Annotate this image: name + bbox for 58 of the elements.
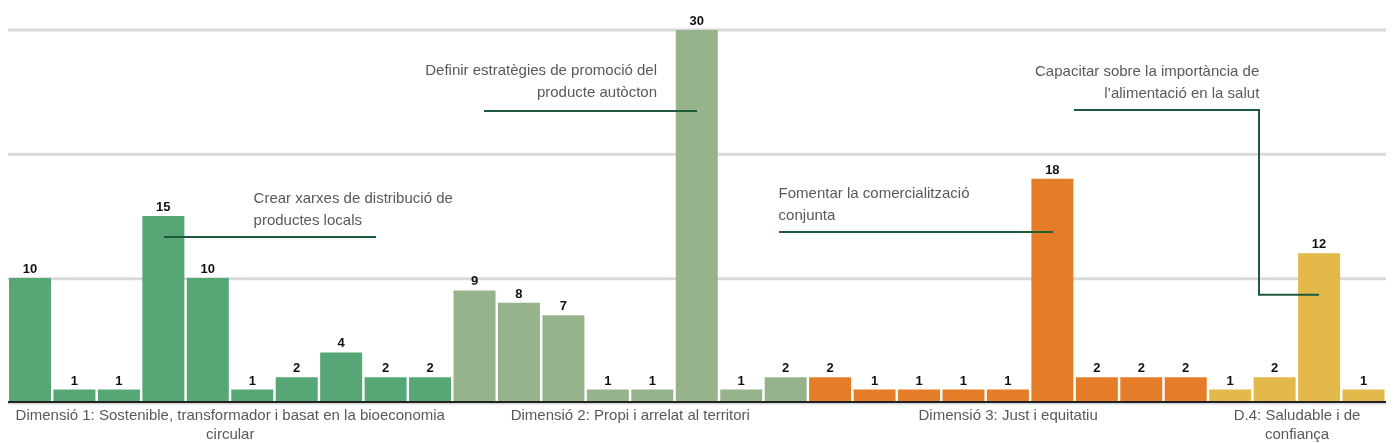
bar	[497, 302, 540, 402]
data-label: 2	[382, 360, 390, 376]
data-label: 1	[70, 372, 79, 388]
text: Dimensió 3: Just i equitatiu	[917, 405, 1099, 424]
data-label: 2	[826, 360, 834, 376]
bar	[809, 377, 852, 402]
data-label: 1	[115, 372, 123, 388]
data-label: 1	[604, 372, 612, 388]
data-label: 1	[1359, 372, 1368, 388]
text: Dimensió 1: Sostenible, transformador i basat en la bioeconomia circular	[14, 405, 446, 443]
bar	[764, 377, 807, 402]
data-label: 15	[156, 199, 171, 214]
data-label: 2	[782, 360, 790, 376]
bar	[1253, 377, 1296, 402]
data-label: 1	[959, 372, 968, 388]
data-label: 10	[200, 261, 216, 276]
data-label: 2	[1093, 360, 1101, 376]
text: Dimensió 2: Propi i arrelat al territori	[509, 405, 751, 424]
bar	[186, 278, 229, 402]
data-label: 1	[648, 372, 656, 388]
text: D.4: Saludable i de confiança	[1232, 405, 1362, 443]
data-label: 2	[1182, 360, 1190, 376]
annotation: Capacitar sobre la importància de l’alimentació en la salut	[1034, 61, 1260, 103]
data-label: 1	[870, 372, 879, 388]
data-label: 2	[1137, 360, 1145, 376]
bar	[9, 278, 51, 402]
annotation: Crear xarxes de distribució de productes locals	[253, 187, 454, 230]
bar	[1298, 253, 1341, 402]
data-label: 10	[22, 261, 38, 276]
data-label: 1	[737, 372, 745, 388]
data-label: 8	[515, 285, 523, 301]
data-label: 2	[426, 360, 434, 376]
bar	[275, 377, 318, 402]
annotation: Fomentar la comercialització conjunta	[778, 183, 971, 226]
data-label: 1	[1226, 372, 1234, 388]
data-label: 4	[337, 335, 346, 351]
bar	[409, 377, 452, 402]
bar	[320, 352, 363, 402]
data-label: 12	[1311, 236, 1327, 252]
bar	[364, 377, 407, 402]
data-label: 2	[1271, 360, 1279, 376]
bar	[1120, 377, 1163, 402]
bar	[675, 30, 718, 402]
bar	[1164, 377, 1207, 402]
data-label: 9	[470, 273, 479, 289]
bar	[1031, 178, 1074, 402]
bar	[542, 315, 585, 402]
data-label: 2	[293, 360, 301, 376]
data-label: 7	[559, 298, 568, 314]
bar	[453, 290, 496, 402]
data-label: 1	[248, 372, 256, 388]
annotation: Definir estratègies de promoció del producte autòcton	[424, 60, 657, 102]
data-label: 1	[915, 372, 923, 388]
bar	[142, 216, 185, 402]
data-label: 30	[689, 13, 705, 28]
data-label: 18	[1045, 161, 1060, 177]
bar	[1075, 377, 1118, 402]
data-label: 1	[1004, 372, 1012, 388]
